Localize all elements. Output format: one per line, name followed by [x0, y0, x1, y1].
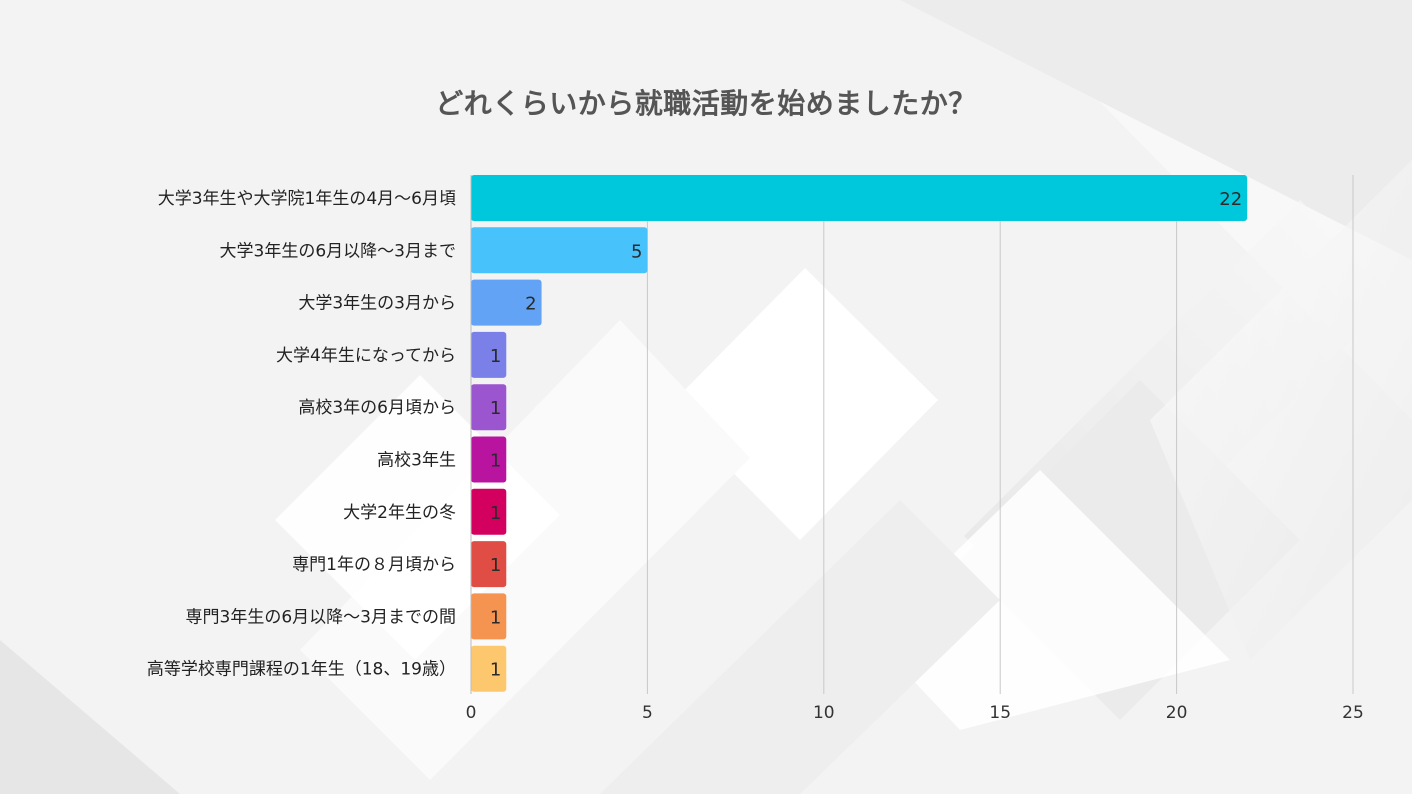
category-label: 大学3年生の3月から — [298, 294, 456, 314]
category-label: 専門1年の８月頃から — [292, 555, 456, 575]
bar — [471, 175, 1248, 221]
bar — [471, 331, 507, 378]
data-label: 22 — [1219, 189, 1242, 210]
category-label: 高等学校専門課程の1年生（18、19歳） — [147, 660, 456, 680]
bar — [471, 279, 542, 326]
bar — [471, 436, 507, 483]
category-label: 大学4年生になってから — [276, 346, 456, 366]
data-label: 1 — [490, 346, 501, 367]
bar — [471, 593, 507, 640]
bar — [471, 541, 507, 588]
x-tick-label: 10 — [813, 703, 835, 723]
x-tick-label: 15 — [989, 703, 1011, 723]
category-label: 高校3年の6月頃から — [298, 398, 456, 418]
data-label: 2 — [525, 294, 536, 315]
category-label: 高校3年生 — [377, 451, 456, 471]
data-label: 1 — [490, 555, 501, 576]
category-label: 専門3年生の6月以降〜3月までの間 — [186, 607, 456, 627]
bar — [471, 384, 507, 431]
category-label: 大学3年生の6月以降〜3月まで — [220, 241, 456, 261]
bar — [471, 488, 507, 535]
category-label: 大学2年生の冬 — [343, 503, 456, 523]
bar — [471, 645, 507, 692]
chart-title: どれくらいから就職活動を始めましたか？ — [435, 87, 977, 120]
x-tick-label: 25 — [1342, 703, 1364, 723]
data-label: 5 — [631, 241, 642, 262]
data-label: 1 — [490, 660, 501, 681]
data-label: 1 — [490, 398, 501, 419]
x-tick-label: 0 — [466, 703, 477, 723]
data-label: 1 — [490, 607, 501, 628]
x-tick-label: 5 — [642, 703, 653, 723]
data-label: 1 — [490, 451, 501, 472]
x-tick-label: 20 — [1166, 703, 1188, 723]
bar — [471, 227, 648, 274]
category-label: 大学3年生や大学院1年生の4月〜6月頃 — [158, 189, 456, 209]
data-label: 1 — [490, 503, 501, 524]
